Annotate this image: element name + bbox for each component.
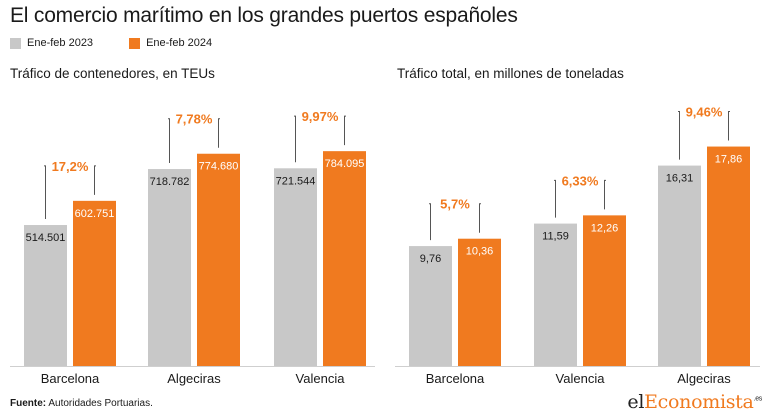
change-label: 5,7%	[440, 197, 470, 212]
value-label-2024: 774.680	[199, 161, 239, 173]
change-bracket-right	[218, 118, 220, 148]
legend: Ene-feb 2023 Ene-feb 2024	[10, 37, 212, 49]
legend-label-2023: Ene-feb 2023	[27, 37, 94, 49]
legend-swatch-2023	[10, 37, 21, 49]
category-label: Algeciras	[167, 371, 221, 386]
legend-item-2023: Ene-feb 2023	[10, 37, 93, 49]
value-label-2023: 11,59	[542, 231, 569, 243]
change-bracket-left	[678, 111, 680, 160]
panel-title-containers: Tráfico de contenedores, en TEUs	[10, 66, 215, 81]
change-bracket-right	[479, 203, 481, 233]
bar-2023	[534, 223, 577, 366]
bar-2024	[323, 151, 366, 366]
value-label-2024: 602.751	[75, 208, 115, 220]
source-label: Fuente:	[10, 398, 47, 409]
change-bracket-right	[94, 165, 96, 195]
bar-2023	[24, 225, 67, 366]
category-label: Barcelona	[426, 371, 485, 386]
change-bracket-right	[604, 179, 606, 210]
change-bracket-right	[344, 115, 346, 146]
value-label-2023: 721.544	[276, 175, 316, 187]
change-label: 9,97%	[302, 109, 339, 124]
change-bracket-left	[168, 118, 170, 164]
value-label-2023: 514.501	[26, 232, 66, 244]
change-bracket-right	[728, 111, 730, 141]
value-label-2024: 784.095	[325, 158, 365, 170]
bar-2024	[197, 153, 240, 366]
publisher-logo: elEconomista.es	[627, 391, 762, 413]
change-label: 17,2%	[52, 159, 89, 174]
bar-2023	[409, 246, 452, 366]
panel-title-tonnage: Tráfico total, en millones de toneladas	[397, 66, 624, 81]
chart-title: El comercio marítimo en los grandes puer…	[10, 4, 518, 27]
source-text: Autoridades Portuarias.	[48, 398, 153, 409]
bar-2023	[658, 165, 701, 366]
value-label-2023: 16,31	[666, 173, 694, 185]
change-bracket-left	[294, 115, 296, 163]
change-label: 7,78%	[176, 112, 213, 127]
value-label-2023: 718.782	[150, 176, 190, 188]
source-note: Fuente: Autoridades Portuarias.	[10, 398, 153, 409]
legend-swatch-2024	[129, 37, 141, 49]
change-label: 9,46%	[686, 105, 723, 120]
category-label: Barcelona	[41, 371, 100, 386]
value-label-2023: 9,76	[420, 253, 441, 265]
bar-2023	[148, 169, 191, 366]
legend-label-2024: Ene-feb 2024	[146, 37, 213, 49]
value-label-2024: 10,36	[466, 246, 494, 258]
bar-2023	[274, 168, 317, 366]
value-label-2024: 12,26	[591, 222, 619, 234]
change-bracket-left	[44, 165, 46, 220]
category-label: Valencia	[296, 371, 346, 386]
change-bracket-left	[554, 179, 556, 218]
bar-2024	[73, 200, 116, 366]
change-label: 6,33%	[562, 173, 599, 188]
legend-item-2024: Ene-feb 2024	[129, 37, 212, 49]
category-label: Valencia	[556, 371, 606, 386]
bar-2024	[707, 146, 750, 366]
category-label: Algeciras	[677, 371, 731, 386]
value-label-2024: 17,86	[715, 154, 743, 166]
bar-2024	[458, 238, 501, 366]
change-bracket-left	[429, 203, 431, 241]
bar-2024	[583, 215, 626, 366]
